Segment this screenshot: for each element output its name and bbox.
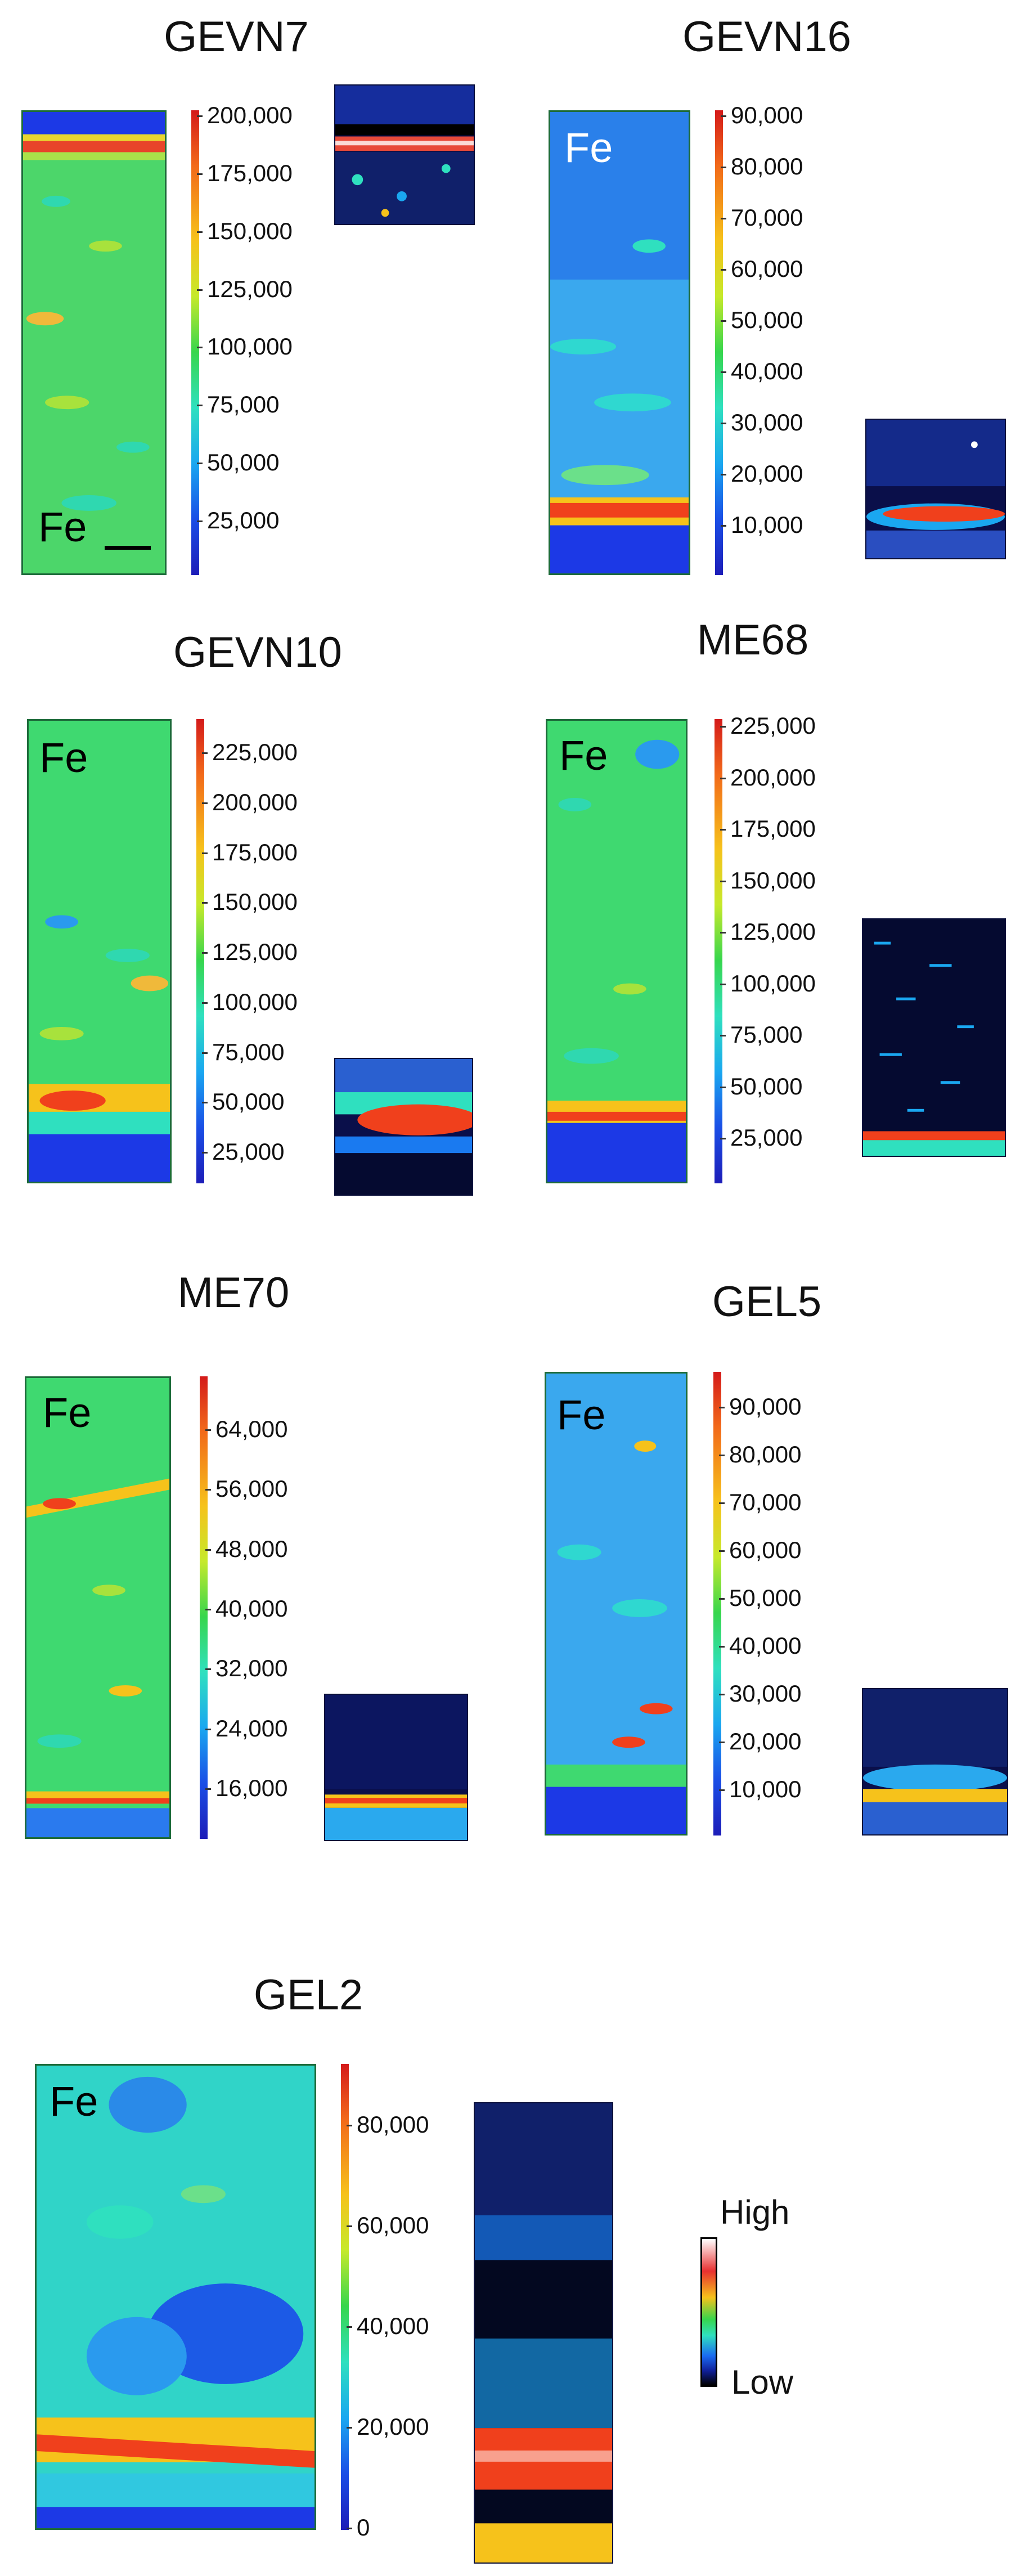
colorbar-tick-label: 200,000 [202, 788, 298, 815]
colorbar-tick-label: 100,000 [720, 970, 816, 997]
colorbar-tick-label: 50,000 [720, 307, 803, 333]
colorbar-tick-label: 20,000 [720, 460, 803, 487]
map-me70 [25, 1376, 171, 1839]
colorbar-tick-label: 10,000 [720, 511, 803, 538]
colorbar-tick-label: 175,000 [197, 159, 293, 186]
legend-high: High [720, 2193, 790, 2231]
colorbar-tick-label: 150,000 [197, 217, 293, 244]
colorbar-tick-label: 0 [346, 2514, 370, 2541]
colorbar-gevn16 [715, 110, 723, 575]
colorbar-tick-label: 60,000 [720, 255, 803, 282]
colorbar-tick-label: 80,000 [720, 153, 803, 179]
colorbar-tick-label: 125,000 [197, 275, 293, 302]
colorbar-tick-label: 25,000 [196, 507, 280, 533]
colorbar-tick-label: 50,000 [718, 1585, 802, 1611]
colorbar-tick-label: 40,000 [205, 1595, 288, 1622]
colorbar-tick-label: 50,000 [196, 449, 280, 476]
map-gevn7 [21, 110, 167, 575]
inset-me70 [324, 1694, 468, 1841]
colorbar-tick-label: 150,000 [202, 888, 298, 915]
colorbar-gevn10 [196, 719, 204, 1183]
colorbar-tick-label: 80,000 [718, 1441, 802, 1467]
colorbar-tick-label: 50,000 [201, 1088, 285, 1115]
colorbar-tick-label: 10,000 [718, 1776, 802, 1802]
map-gevn10 [27, 719, 172, 1183]
colorbar-gel2 [341, 2064, 349, 2530]
inset-me68 [862, 918, 1006, 1157]
element-label: Fe [50, 2078, 98, 2125]
colorbar-tick-label: 25,000 [201, 1138, 285, 1165]
colorbar-me70 [200, 1376, 208, 1839]
inset-gel2 [474, 2102, 613, 2564]
colorbar-tick-label: 80,000 [346, 2111, 429, 2138]
colorbar-tick-label: 64,000 [205, 1416, 288, 1442]
colorbar-tick-label: 32,000 [205, 1655, 288, 1682]
colorbar-tick-label: 25,000 [720, 1124, 803, 1151]
colorbar-tick-label: 48,000 [205, 1535, 288, 1562]
panel-title-gevn16: GEVN16 [682, 13, 851, 61]
colorbar-tick-label: 60,000 [346, 2212, 429, 2238]
element-label: Fe [564, 124, 613, 171]
panel-title-me70: ME70 [177, 1269, 290, 1317]
colorbar-tick-label: 90,000 [718, 1393, 802, 1420]
colorbar-tick-label: 225,000 [720, 712, 816, 739]
inset-gel5 [862, 1688, 1008, 1835]
map-me68 [546, 719, 688, 1183]
colorbar-tick-label: 75,000 [196, 391, 280, 418]
element-label: Fe [557, 1392, 606, 1438]
legend-colorbar [700, 2237, 717, 2387]
map-gel5 [545, 1372, 688, 1835]
colorbar-tick-label: 50,000 [720, 1072, 803, 1099]
colorbar-tick-label: 125,000 [720, 918, 816, 945]
panel-title-gevn7: GEVN7 [164, 13, 309, 61]
colorbar-tick-label: 40,000 [720, 358, 803, 384]
scale-bar [105, 546, 151, 550]
colorbar-tick-label: 56,000 [205, 1475, 288, 1502]
map-gevn16 [549, 110, 690, 575]
panel-title-gel2: GEL2 [253, 1971, 363, 2019]
colorbar-tick-label: 20,000 [346, 2413, 429, 2440]
colorbar-tick-label: 40,000 [346, 2313, 429, 2339]
colorbar-tick-label: 90,000 [720, 102, 803, 128]
colorbar-tick-label: 24,000 [205, 1715, 288, 1742]
element-label: Fe [43, 1389, 92, 1436]
colorbar-tick-label: 30,000 [720, 409, 803, 436]
legend-low: Low [731, 2363, 794, 2401]
colorbar-tick-label: 100,000 [202, 988, 298, 1015]
colorbar-gel5 [713, 1372, 721, 1835]
colorbar-tick-label: 150,000 [720, 867, 816, 894]
colorbar-tick-label: 175,000 [202, 838, 298, 865]
colorbar-tick-label: 60,000 [718, 1537, 802, 1563]
colorbar-tick-label: 20,000 [718, 1728, 802, 1754]
element-label: Fe [559, 732, 608, 779]
map-gel2 [35, 2064, 316, 2530]
colorbar-tick-label: 175,000 [720, 815, 816, 842]
colorbar-tick-label: 30,000 [718, 1680, 802, 1707]
colorbar-gevn7 [191, 110, 199, 575]
colorbar-tick-label: 40,000 [718, 1632, 802, 1659]
element-label: Fe [39, 734, 88, 781]
panel-title-me68: ME68 [697, 616, 809, 664]
colorbar-tick-label: 200,000 [197, 102, 293, 128]
colorbar-tick-label: 200,000 [720, 764, 816, 791]
colorbar-tick-label: 225,000 [202, 739, 298, 765]
panel-title-gevn10: GEVN10 [173, 629, 342, 676]
panel-title-gel5: GEL5 [712, 1278, 822, 1326]
colorbar-tick-label: 70,000 [720, 204, 803, 231]
colorbar-tick-label: 16,000 [205, 1775, 288, 1801]
colorbar-tick-label: 75,000 [720, 1021, 803, 1048]
inset-gevn10 [334, 1058, 473, 1196]
colorbar-tick-label: 125,000 [202, 939, 298, 965]
element-label: Fe [38, 504, 87, 550]
colorbar-tick-label: 75,000 [201, 1038, 285, 1065]
colorbar-me68 [715, 719, 722, 1183]
inset-gevn7 [334, 84, 475, 225]
inset-gevn16 [865, 419, 1006, 559]
colorbar-tick-label: 100,000 [197, 333, 293, 360]
colorbar-tick-label: 70,000 [718, 1489, 802, 1515]
